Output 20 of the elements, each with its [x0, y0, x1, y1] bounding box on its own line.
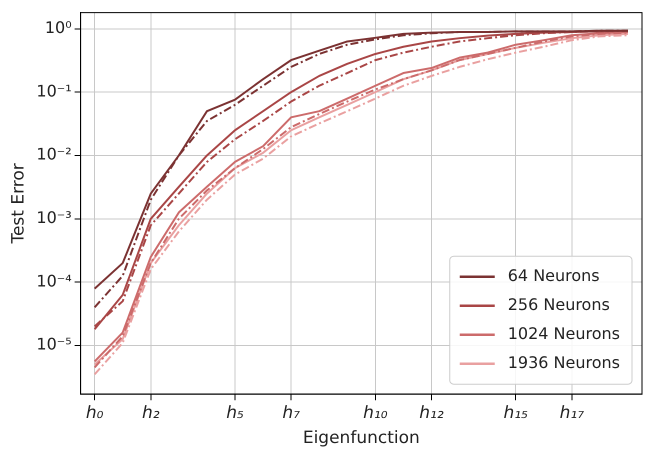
x-tick-label: h₀	[86, 402, 104, 423]
x-tick-label: h₁₅	[503, 402, 528, 423]
y-tick-label: 10⁻⁴	[36, 271, 72, 290]
x-tick-label: h₁₀	[363, 402, 388, 423]
legend-label: 1936 Neurons	[508, 352, 620, 372]
y-tick-label: 10⁰	[44, 18, 72, 37]
x-tick-label: h₇	[282, 402, 300, 423]
y-tick-label: 10⁻³	[36, 208, 72, 227]
x-tick-label: h₅	[226, 402, 244, 423]
x-tick-label: h₂	[142, 402, 160, 423]
x-tick-label: h₁₂	[419, 402, 444, 423]
x-tick-label: h₁₇	[560, 402, 584, 423]
y-tick-label: 10⁻²	[36, 144, 72, 164]
legend-label: 256 Neurons	[508, 294, 610, 314]
x-axis-title: Eigenfunction	[302, 428, 420, 448]
y-tick-label: 10⁻⁵	[36, 334, 72, 354]
y-tick-label: 10⁻¹	[36, 81, 72, 100]
y-axis-title: Test Error	[8, 163, 29, 245]
legend-label: 64 Neurons	[508, 266, 600, 285]
legend-label: 1024 Neurons	[508, 324, 620, 343]
